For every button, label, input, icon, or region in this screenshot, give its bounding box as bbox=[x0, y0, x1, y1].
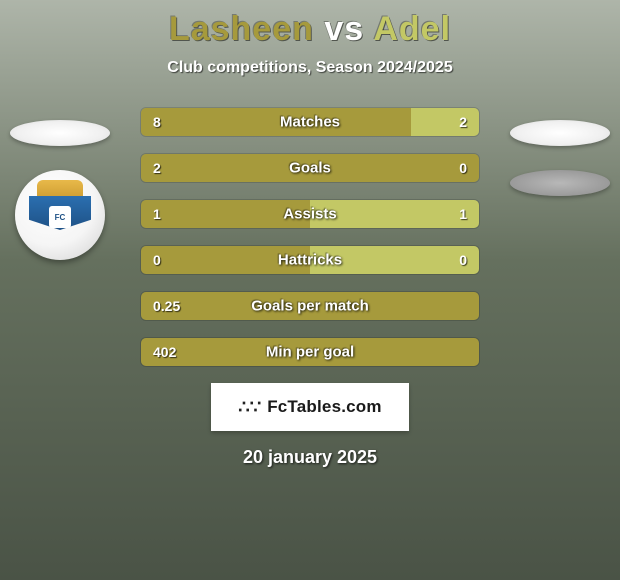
stat-bar-row: 0 0 Hattricks bbox=[140, 245, 480, 275]
stat-value-left: 1 bbox=[153, 206, 161, 222]
club-crest-icon: FC bbox=[29, 180, 91, 250]
stat-bar-row: 1 1 Assists bbox=[140, 199, 480, 229]
watermark-text: FcTables.com bbox=[267, 397, 382, 417]
stat-bar-left bbox=[141, 108, 411, 136]
content-wrapper: Lasheen vs Adel Club competitions, Seaso… bbox=[0, 0, 620, 580]
stat-value-right: 1 bbox=[459, 206, 467, 222]
left-badge-column: FC bbox=[10, 120, 110, 260]
club-oval-placeholder bbox=[510, 120, 610, 146]
date-text: 20 january 2025 bbox=[0, 447, 620, 468]
stat-label: Goals bbox=[289, 160, 331, 177]
club-oval-placeholder bbox=[510, 170, 610, 196]
stat-bars-container: 8 2 Matches 2 0 Goals 1 1 Assists 0 0 Hattricks 0.25… bbox=[140, 107, 480, 367]
stat-value-right: 0 bbox=[459, 252, 467, 268]
subtitle: Club competitions, Season 2024/2025 bbox=[0, 59, 620, 77]
backdrop: Lasheen vs Adel Club competitions, Seaso… bbox=[0, 0, 620, 580]
vs-text: vs bbox=[324, 10, 364, 48]
club-oval-placeholder bbox=[10, 120, 110, 146]
stat-bar-row: 0.25 Goals per match bbox=[140, 291, 480, 321]
player2-name: Adel bbox=[373, 10, 451, 48]
stat-bar-row: 8 2 Matches bbox=[140, 107, 480, 137]
stat-label: Assists bbox=[283, 206, 336, 223]
stat-value-left: 8 bbox=[153, 114, 161, 130]
player1-name: Lasheen bbox=[169, 10, 314, 48]
right-badge-column bbox=[510, 120, 610, 220]
stat-value-left: 2 bbox=[153, 160, 161, 176]
club-crest-container: FC bbox=[15, 170, 105, 260]
watermark-box: ∴∵ FcTables.com bbox=[211, 383, 409, 431]
stat-bar-row: 402 Min per goal bbox=[140, 337, 480, 367]
stat-value-left: 0 bbox=[153, 252, 161, 268]
club-crest-initials: FC bbox=[49, 206, 71, 228]
stat-value-right: 0 bbox=[459, 160, 467, 176]
stat-bar-right bbox=[411, 108, 479, 136]
stat-label: Goals per match bbox=[251, 298, 369, 315]
stat-value-left: 0.25 bbox=[153, 298, 180, 314]
stat-label: Min per goal bbox=[266, 344, 354, 361]
title: Lasheen vs Adel bbox=[0, 10, 620, 49]
stat-value-left: 402 bbox=[153, 344, 176, 360]
stat-label: Matches bbox=[280, 114, 340, 131]
watermark-icon: ∴∵ bbox=[238, 398, 261, 416]
stat-value-right: 2 bbox=[459, 114, 467, 130]
stat-label: Hattricks bbox=[278, 252, 342, 269]
stat-bar-row: 2 0 Goals bbox=[140, 153, 480, 183]
